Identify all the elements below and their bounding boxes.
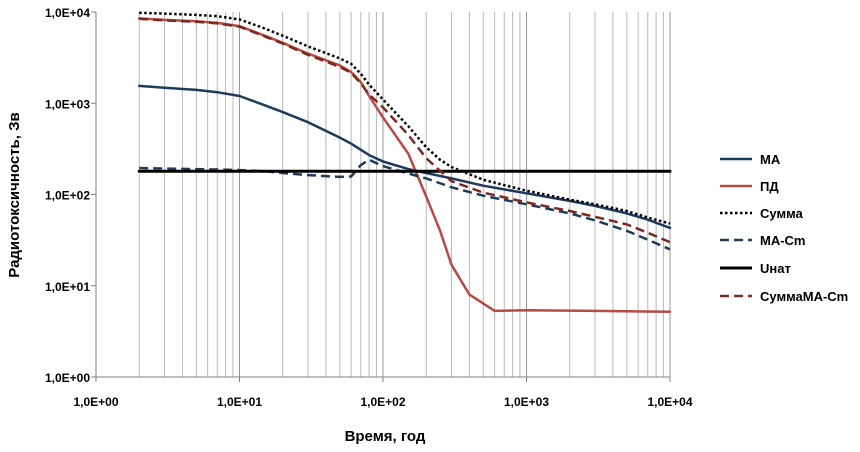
axes — [91, 11, 671, 382]
y-tick-labels: 1,0E+00 1,0E+01 1,0E+02 1,0E+03 1,0E+04 — [45, 6, 90, 385]
legend-label-4: Uнат — [760, 261, 791, 276]
x-tick-label: 1,0E+02 — [360, 395, 405, 409]
legend-label-3: МА-Cm — [760, 233, 806, 248]
y-tick-label: 1,0E+02 — [45, 189, 90, 203]
x-tick-label: 1,0E+00 — [73, 395, 118, 409]
y-tick-label: 1,0E+04 — [45, 6, 90, 20]
legend-label-2: Сумма — [760, 206, 804, 221]
x-axis-title: Время, год — [345, 428, 426, 445]
legend-label-1: ПД — [760, 179, 779, 194]
vertical-grid — [95, 12, 671, 377]
y-tick-label: 1,0E+00 — [45, 371, 90, 385]
series-lines — [137, 11, 672, 313]
x-tick-label: 1,0E+04 — [647, 395, 692, 409]
y-tick-label: 1,0E+03 — [45, 97, 90, 111]
x-tick-labels: 1,0E+00 1,0E+01 1,0E+02 1,0E+03 1,0E+04 — [73, 395, 692, 409]
series-line-2 — [139, 11, 671, 225]
series-line-1 — [137, 17, 672, 313]
x-tick-label: 1,0E+01 — [217, 395, 262, 409]
legend-label-5: СуммаМА-Cm — [760, 289, 848, 304]
legend-label-0: МА — [760, 152, 781, 167]
x-tick-label: 1,0E+03 — [504, 395, 549, 409]
series-line-5 — [139, 17, 671, 244]
y-axis-title: Радиотоксичность, Зв — [6, 112, 23, 277]
y-tick-label: 1,0E+01 — [45, 280, 90, 294]
series-line-0 — [137, 84, 672, 230]
